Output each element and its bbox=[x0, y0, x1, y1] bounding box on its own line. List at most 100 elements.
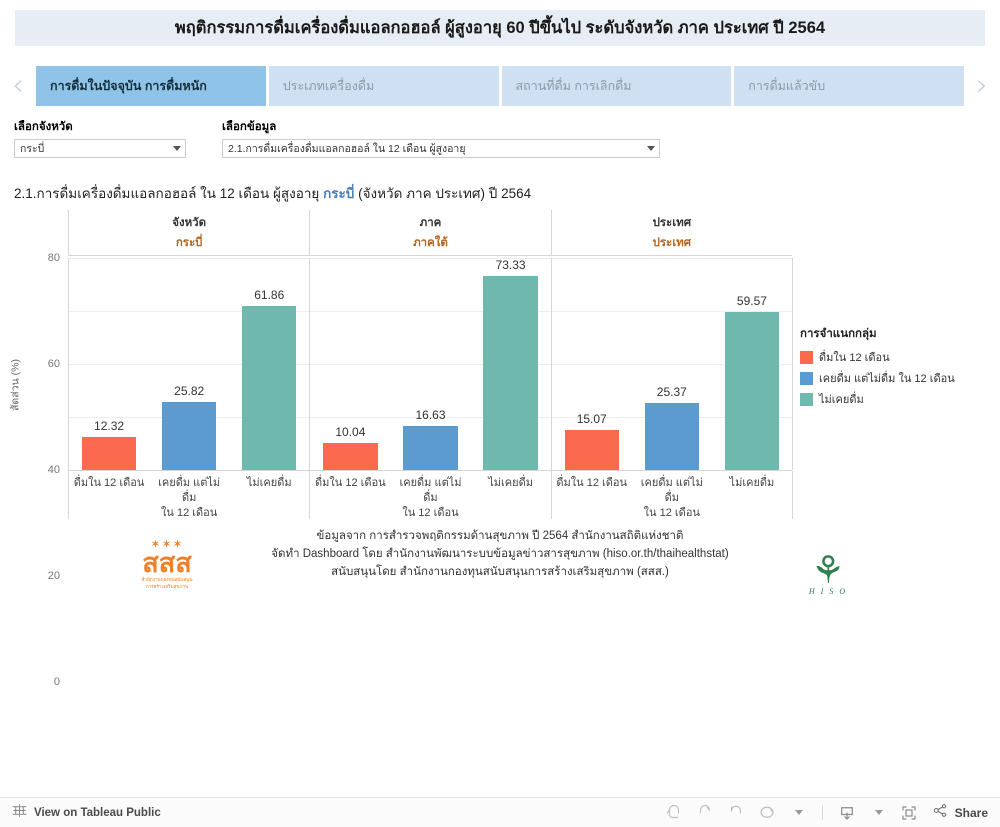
fullscreen-icon[interactable] bbox=[895, 802, 923, 824]
redo-icon[interactable] bbox=[691, 802, 719, 824]
tab-drinking-place[interactable]: สถานที่ดื่ม การเลิกดื่ม bbox=[501, 66, 732, 106]
tab-drink-driving[interactable]: การดื่มแล้วขับ bbox=[734, 66, 964, 106]
bar[interactable]: 59.57 bbox=[724, 294, 780, 470]
panel-header-region: ภาค ภาคใต้ bbox=[309, 210, 550, 255]
data-filter-block: เลือกข้อมูล 2.1.การดื่มเครื่องดื่มแอลกอฮ… bbox=[222, 118, 660, 158]
legend-item-label: ดื่มใน 12 เดือน bbox=[819, 352, 890, 364]
view-on-tableau-public-label: View on Tableau Public bbox=[34, 806, 161, 819]
footer-line-2: จัดทำ Dashboard โดย สำนักงานพัฒนาระบบข้อ… bbox=[271, 547, 729, 560]
bar-slot: 15.07 bbox=[554, 258, 629, 470]
data-filter-select[interactable]: 2.1.การดื่มเครื่องดื่มแอลกอฮอล์ ใน 12 เด… bbox=[222, 139, 660, 158]
sss-logo-sub1: สำนักงานกองทุนสนับสนุน bbox=[141, 577, 193, 583]
bar-chart-plot: 80 60 40 20 0 12.32 25.82 61.86 10.04 16.63 73.33… bbox=[48, 252, 793, 688]
legend-title: การจำแนกกลุ่ม bbox=[800, 328, 877, 340]
hiso-logo-mark-icon: ⚘ bbox=[810, 547, 846, 592]
bar[interactable]: 16.63 bbox=[403, 408, 458, 470]
legend-item[interactable]: ไม่เคยดื่ม bbox=[800, 390, 995, 408]
data-filter-label: เลือกข้อมูล bbox=[222, 121, 277, 133]
y-axis-tick-label: 80 bbox=[47, 252, 60, 264]
tab-current-drinking[interactable]: การดื่มในปัจจุบัน การดื่มหนัก bbox=[36, 66, 266, 106]
download-icon[interactable] bbox=[833, 802, 861, 824]
bar-value-label: 12.32 bbox=[94, 419, 125, 434]
toolbar-divider bbox=[821, 805, 823, 820]
province-filter-label: เลือกจังหวัด bbox=[14, 121, 73, 133]
x-axis-tick-label: เคยดื่ม แต่ไม่ดื่ม ใน 12 เดือน bbox=[399, 477, 462, 519]
y-axis-title: สัดส่วน (%) bbox=[9, 359, 22, 411]
view-on-tableau-public-button[interactable]: View on Tableau Public bbox=[12, 803, 161, 823]
bar-slot: 12.32 bbox=[72, 258, 147, 470]
gridline: 20 bbox=[48, 417, 792, 582]
bar[interactable]: 12.32 bbox=[81, 419, 137, 470]
footer-credits: ✶✶✶ สสส สำนักงานกองทุนสนับสนุน การสร้างเ… bbox=[0, 528, 1000, 602]
legend-item[interactable]: เคยดื่ม แต่ไม่ดื่ม ใน 12 เดือน bbox=[800, 369, 995, 387]
sss-logo-sub2: การสร้างเสริมสุขภาพ bbox=[145, 583, 189, 589]
bar-slot: 10.04 bbox=[313, 258, 388, 470]
tab-label: การดื่มแล้วขับ bbox=[748, 79, 826, 93]
legend-color-swatch bbox=[800, 392, 813, 406]
bar-slot: 25.82 bbox=[152, 258, 227, 470]
share-button[interactable]: Share bbox=[926, 802, 988, 824]
x-axis-panel-province: ดื่มใน 12 เดือน เคยดื่ม แต่ไม่ดื่ม ใน 12 เ… bbox=[68, 471, 311, 519]
y-axis-tick-label: 20 bbox=[47, 570, 60, 582]
gridline: 40 bbox=[48, 364, 792, 476]
province-filter-select[interactable]: กระบี่ bbox=[14, 139, 186, 158]
share-label: Share bbox=[954, 805, 988, 820]
province-filter-value: กระบี่ bbox=[20, 143, 45, 155]
bar[interactable]: 25.82 bbox=[161, 384, 217, 470]
bar[interactable]: 15.07 bbox=[564, 412, 619, 470]
bar[interactable]: 10.04 bbox=[323, 425, 378, 470]
tab-label: สถานที่ดื่ม การเลิกดื่ม bbox=[515, 79, 632, 93]
bar[interactable]: 25.37 bbox=[644, 385, 699, 470]
tabs-container: การดื่มในปัจจุบัน การดื่มหนัก ประเภทเครื… bbox=[36, 66, 964, 106]
dashboard-title-banner: พฤติกรรมการดื่มเครื่องดื่มแอลกอฮอล์ ผู้ส… bbox=[15, 10, 985, 46]
hiso-logo: ⚘ H I S O bbox=[800, 532, 856, 596]
tabs-prev-arrow-icon[interactable]: ‹ bbox=[12, 68, 24, 103]
panel-header-value: กระบี่ bbox=[175, 236, 203, 249]
x-axis-tick-label: ไม่เคยดื่ม bbox=[246, 477, 292, 489]
y-axis-tick-label: 40 bbox=[47, 464, 60, 476]
panel-header-level: จังหวัด bbox=[172, 216, 207, 229]
x-axis-labels: ดื่มใน 12 เดือน เคยดื่ม แต่ไม่ดื่ม ใน 12 เ… bbox=[68, 470, 793, 519]
chart-subtitle-province: กระบี่ bbox=[323, 186, 355, 201]
tab-label: การดื่มในปัจจุบัน การดื่มหนัก bbox=[50, 79, 207, 93]
tableau-logo-icon bbox=[12, 803, 27, 823]
sss-logo: ✶✶✶ สสส สำนักงานกองทุนสนับสนุน การสร้างเ… bbox=[133, 534, 201, 594]
legend-color-swatch bbox=[800, 371, 813, 385]
panel-header-value: ประเทศ bbox=[652, 236, 692, 249]
refresh-icon[interactable] bbox=[753, 802, 781, 824]
sss-logo-stars-icon: ✶✶✶ bbox=[150, 537, 184, 552]
bar-slot: 73.33 bbox=[473, 258, 548, 470]
tab-beverage-type[interactable]: ประเภทเครื่องดื่ม bbox=[268, 66, 499, 106]
legend-item-label: เคยดื่ม แต่ไม่ดื่ม ใน 12 เดือน bbox=[819, 373, 955, 385]
bar-value-label: 61.86 bbox=[254, 288, 285, 303]
undo-icon[interactable] bbox=[660, 802, 688, 824]
bar[interactable]: 73.33 bbox=[483, 258, 538, 470]
pause-auto-update-dropdown[interactable] bbox=[784, 802, 812, 824]
tab-label: ประเภทเครื่องดื่ม bbox=[282, 79, 375, 93]
toolbar-actions: Share bbox=[660, 802, 988, 824]
chart-subtitle-after: (จังหวัด ภาค ประเทศ) ปี 2564 bbox=[354, 186, 532, 201]
sss-logo-text: สสส bbox=[142, 548, 192, 579]
y-axis-tick-label: 0 bbox=[53, 676, 60, 688]
panel-header-province: จังหวัด กระบี่ bbox=[68, 210, 309, 255]
panel-header-value: ภาคใต้ bbox=[413, 236, 448, 249]
filters-row: เลือกจังหวัด กระบี่ เลือกข้อมูล 2.1.การด… bbox=[0, 118, 1000, 166]
y-axis-tick-label: 60 bbox=[47, 358, 60, 370]
download-dropdown-caret[interactable] bbox=[864, 802, 892, 824]
legend-item-label: ไม่เคยดื่ม bbox=[819, 394, 864, 406]
chart-subtitle-before: 2.1.การดื่มเครื่องดื่มแอลกอฮอล์ ใน 12 เด… bbox=[14, 186, 324, 201]
province-filter-block: เลือกจังหวัด กระบี่ bbox=[14, 118, 186, 158]
chart-subtitle: 2.1.การดื่มเครื่องดื่มแอลกอฮอล์ ใน 12 เด… bbox=[14, 182, 531, 204]
data-filter-value: 2.1.การดื่มเครื่องดื่มแอลกอฮอล์ ใน 12 เด… bbox=[228, 143, 466, 155]
bar[interactable]: 61.86 bbox=[242, 288, 297, 470]
x-axis-panel-region: ดื่มใน 12 เดือน เคยดื่ม แต่ไม่ดื่ม ใน 12 เ… bbox=[309, 471, 552, 519]
bar-value-label: 15.07 bbox=[576, 412, 607, 427]
revert-icon[interactable] bbox=[722, 802, 750, 824]
tabs-next-arrow-icon[interactable]: › bbox=[976, 68, 988, 103]
hiso-logo-text: H I S O bbox=[808, 587, 848, 596]
legend-item[interactable]: ดื่มใน 12 เดือน bbox=[800, 348, 995, 366]
footer-text-block: ข้อมูลจาก การสำรวจพฤติกรรมด้านสุขภาพ ปี … bbox=[210, 528, 790, 581]
gridline: 80 bbox=[48, 252, 792, 264]
x-axis-tick-label: เคยดื่ม แต่ไม่ดื่ม ใน 12 เดือน bbox=[158, 477, 221, 519]
